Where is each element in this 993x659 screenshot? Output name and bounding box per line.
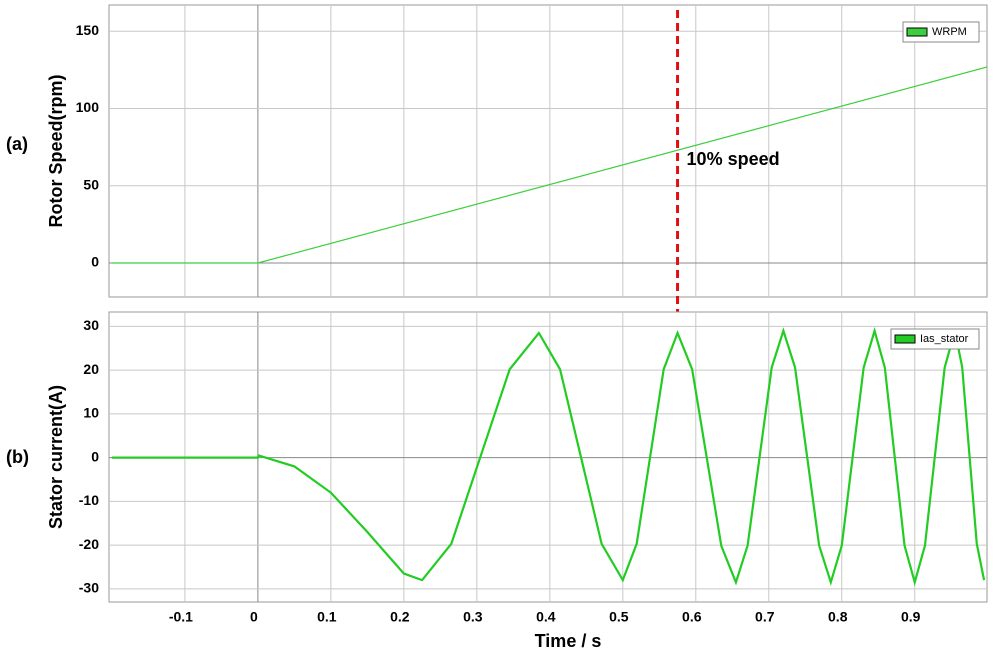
plot-area bbox=[108, 4, 988, 298]
annotation: 10% speed bbox=[687, 149, 780, 169]
y-tick-label: 50 bbox=[83, 176, 99, 192]
y-tick-label: 150 bbox=[76, 22, 100, 38]
y-axis-title: Stator current(A) bbox=[46, 385, 66, 529]
x-tick-label: 0.2 bbox=[390, 609, 410, 625]
x-tick-label: 0.6 bbox=[682, 609, 702, 625]
x-tick-label: 0.3 bbox=[463, 609, 483, 625]
y-tick-label: 100 bbox=[76, 99, 100, 115]
legend-label: Ias_stator bbox=[920, 333, 969, 345]
y-tick-label: -10 bbox=[79, 492, 99, 508]
y-axis-title: Rotor Speed(rpm) bbox=[46, 74, 66, 227]
legend-box bbox=[902, 21, 980, 43]
x-tick-label: -0.1 bbox=[169, 609, 193, 625]
x-tick-label: 0.1 bbox=[317, 609, 337, 625]
x-tick-label: 0.9 bbox=[901, 609, 921, 625]
y-tick-label: 0 bbox=[91, 254, 99, 270]
legend-swatch bbox=[906, 27, 928, 37]
x-tick-label: 0.7 bbox=[755, 609, 775, 625]
y-tick-label: 10 bbox=[83, 405, 99, 421]
y-tick-label: 0 bbox=[91, 448, 99, 464]
y-tick-label: 30 bbox=[83, 317, 99, 333]
x-tick-label: 0.8 bbox=[828, 609, 848, 625]
y-tick-label: 20 bbox=[83, 361, 99, 377]
legend-label: WRPM bbox=[932, 26, 967, 38]
series-line bbox=[111, 66, 987, 264]
panel-label: (a) bbox=[6, 134, 28, 154]
x-tick-label: 0.5 bbox=[609, 609, 629, 625]
legend-swatch bbox=[894, 334, 916, 344]
panel-label: (b) bbox=[6, 447, 29, 467]
x-axis-title: Time / s bbox=[535, 631, 602, 651]
x-tick-label: 0 bbox=[250, 609, 258, 625]
x-tick-label: 0.4 bbox=[536, 609, 556, 625]
y-tick-label: -20 bbox=[79, 536, 99, 552]
legend-box bbox=[890, 328, 980, 350]
y-tick-label: -30 bbox=[79, 580, 99, 596]
series-line bbox=[111, 326, 986, 587]
